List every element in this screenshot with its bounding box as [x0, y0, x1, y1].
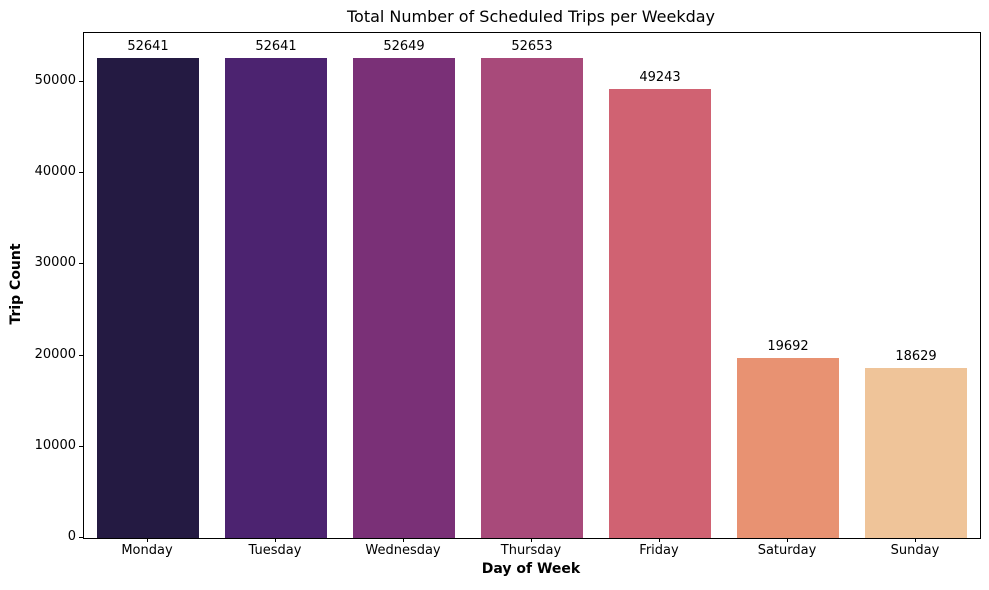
bar-value-label: 52653	[511, 39, 553, 54]
bar-friday	[608, 89, 712, 538]
x-tick-mark	[403, 538, 404, 542]
x-tick-label: Tuesday	[248, 543, 302, 558]
bars-container: 52641 52641 52649 52653 49243 19692 18629	[84, 33, 980, 538]
x-tick-mark	[659, 538, 660, 542]
bar-value-label: 19692	[767, 339, 809, 354]
x-axis-label: Day of Week	[481, 561, 581, 577]
y-tick-label: 40000	[34, 164, 76, 179]
chart-title: Total Number of Scheduled Trips per Week…	[346, 7, 716, 26]
y-tick-mark	[79, 537, 83, 538]
y-tick-label: 50000	[34, 73, 76, 88]
bar-value-label: 52641	[127, 39, 169, 54]
y-tick-mark	[79, 355, 83, 356]
y-tick-label: 20000	[34, 347, 76, 362]
x-tick-mark	[787, 538, 788, 542]
bar-value-label: 18629	[895, 349, 937, 364]
y-tick-label: 30000	[34, 255, 76, 270]
bar-value-label: 52641	[255, 39, 297, 54]
bar-value-label: 49243	[639, 70, 681, 85]
x-tick-mark	[915, 538, 916, 542]
x-tick-label: Saturday	[757, 543, 817, 558]
x-tick-label: Sunday	[890, 543, 940, 558]
y-tick-mark	[79, 81, 83, 82]
bar-saturday	[736, 358, 840, 538]
plot-area: 52641 52641 52649 52653 49243 19692 18629	[83, 32, 981, 539]
bar-value-label: 52649	[383, 39, 425, 54]
bar-thursday	[480, 58, 584, 538]
x-tick-label: Thursday	[500, 543, 562, 558]
x-tick-mark	[531, 538, 532, 542]
y-tick-label: 0	[67, 529, 76, 544]
bar-wednesday	[352, 58, 456, 538]
x-tick-label: Monday	[121, 543, 173, 558]
y-tick-mark	[79, 446, 83, 447]
y-tick-mark	[79, 172, 83, 173]
x-tick-mark	[147, 538, 148, 542]
y-tick-label: 10000	[34, 438, 76, 453]
bar-tuesday	[224, 58, 328, 538]
y-tick-mark	[79, 263, 83, 264]
bar-sunday	[864, 368, 968, 538]
x-tick-mark	[275, 538, 276, 542]
x-tick-label: Friday	[639, 543, 679, 558]
bar-monday	[96, 58, 200, 538]
x-tick-label: Wednesday	[365, 543, 441, 558]
